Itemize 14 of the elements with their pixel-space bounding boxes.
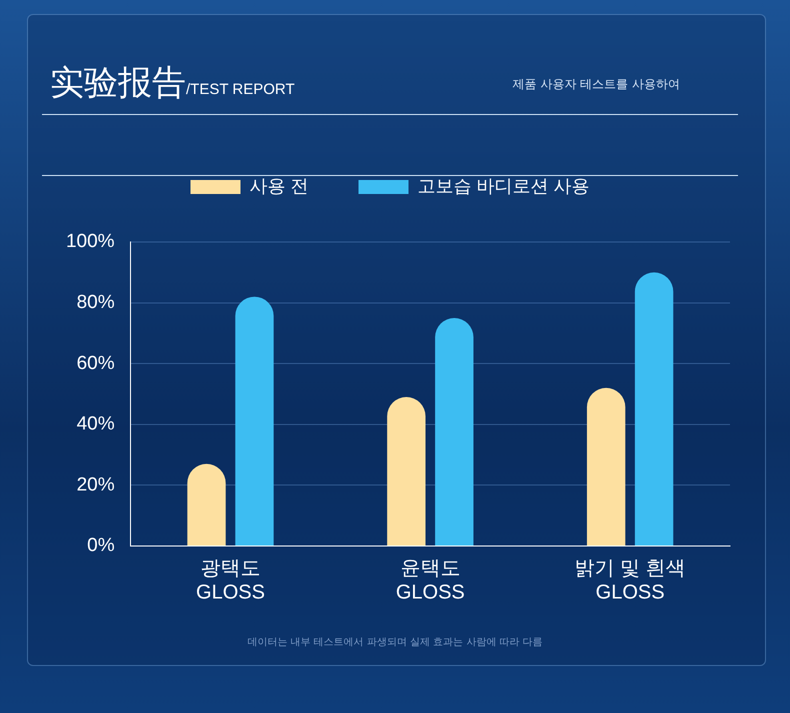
y-tick-label: 40%	[76, 414, 115, 435]
x-tick-label: 밝기 및 흰색 GLOSS	[574, 558, 686, 604]
legend-label: 사용 전	[250, 176, 309, 196]
y-tick-label: 60%	[76, 352, 115, 374]
y-tick-label: 20%	[76, 474, 115, 496]
y-tick-label: 100%	[66, 231, 115, 252]
y-tick-label: 0%	[87, 535, 115, 556]
y-tick-label: 80%	[76, 292, 115, 314]
chart-subtitle: 제품 사용자 테스트를 사용하여	[512, 76, 680, 93]
x-tick-label: 광택도 GLOSS	[196, 558, 265, 604]
chart-title: 实验报告/TEST REPORT	[50, 62, 295, 105]
legend-label: 고보습 바디로션 사용	[418, 176, 590, 196]
text: 데이터는 내부 테스트에서 파생되며 실제 효과는 사람에 따라 다름	[246, 636, 544, 649]
x-tick-label: 윤택도 GLOSS	[396, 558, 465, 604]
